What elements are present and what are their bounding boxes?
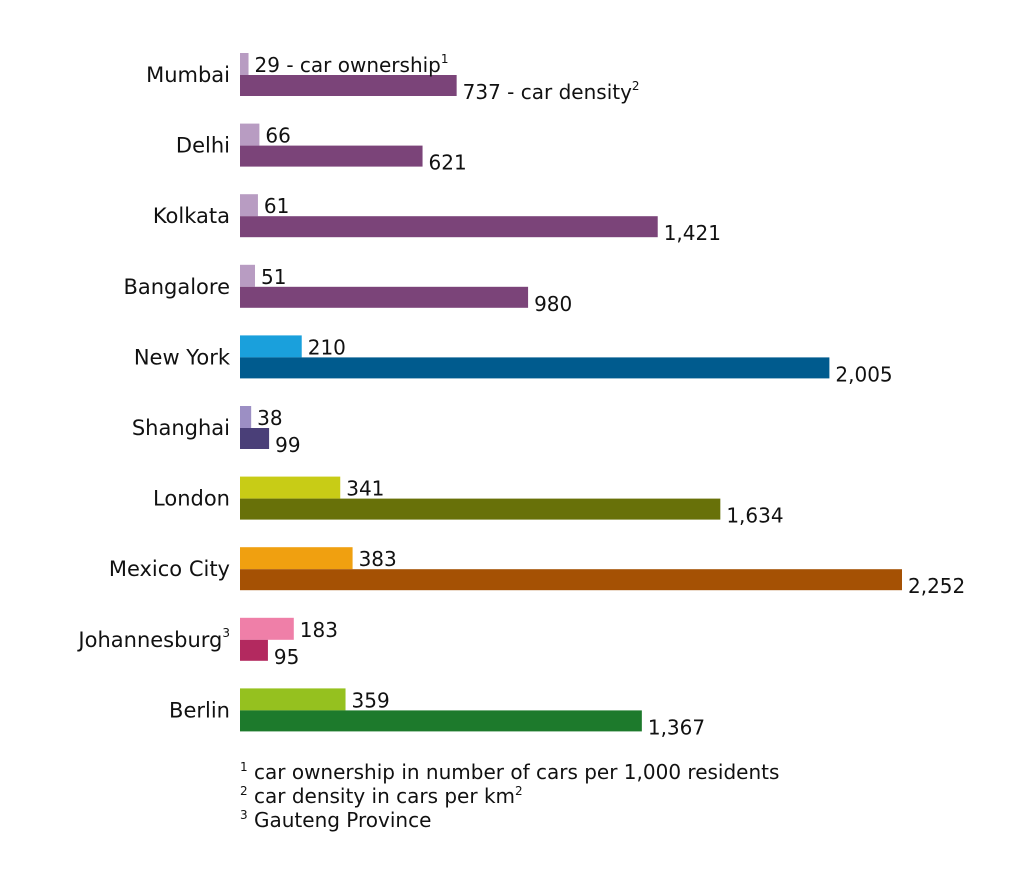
bar-ownership-berlin: [240, 688, 346, 711]
category-label-mexico-city: Mexico City: [109, 557, 230, 581]
value-label-density-london: 1,634: [726, 504, 783, 528]
category-label-berlin: Berlin: [169, 698, 230, 722]
bar-ownership-mexico-city: [240, 547, 353, 570]
value-label-ownership-shanghai: 38: [257, 406, 282, 430]
value-label-density-johannesburg: 95: [274, 645, 299, 669]
bar-ownership-delhi: [240, 123, 260, 146]
bar-ownership-london: [240, 476, 341, 499]
bar-density-mumbai: [240, 75, 457, 96]
value-label-density-berlin: 1,367: [648, 715, 705, 739]
bar-density-london: [240, 498, 721, 520]
value-label-ownership-johannesburg: 183: [300, 618, 338, 642]
value-label-ownership-mumbai: 29 - car ownership1: [255, 52, 449, 77]
footnote-3: 3 Gauteng Province: [240, 808, 779, 832]
bar-ownership-new-york: [240, 335, 302, 358]
value-label-ownership-mexico-city: 383: [359, 547, 397, 571]
footnote-1: 1 car ownership in number of cars per 1,…: [240, 760, 779, 784]
category-label-mumbai: Mumbai: [146, 63, 230, 87]
category-label-delhi: Delhi: [176, 134, 230, 158]
value-label-density-new-york: 2,005: [835, 362, 892, 386]
bar-density-berlin: [240, 710, 642, 732]
bar-density-new-york: [240, 357, 830, 379]
footnote-3-text: Gauteng Province: [254, 808, 432, 832]
category-label-shanghai: Shanghai: [132, 416, 230, 440]
row-berlin: Berlin 359 1,367: [169, 688, 705, 739]
footnote-2-ref: 2: [240, 784, 248, 798]
row-delhi: Delhi 66 621: [176, 123, 467, 175]
value-label-ownership-bangalore: 51: [261, 265, 286, 289]
bar-chart: Mumbai 29 - car ownership1 737 - car densi…: [76, 52, 965, 739]
bar-ownership-bangalore: [240, 264, 255, 287]
row-mumbai: Mumbai 29 - car ownership1 737 - car densi…: [146, 52, 639, 104]
value-label-density-kolkata: 1,421: [664, 221, 721, 245]
footnotes: 1 car ownership in number of cars per 1,…: [240, 760, 779, 832]
category-label-johannesburg: Johannesburg3: [76, 626, 230, 652]
value-label-density-mumbai: 737 - car density2: [463, 79, 640, 104]
category-label-bangalore: Bangalore: [123, 275, 230, 299]
value-label-density-delhi: 621: [429, 151, 467, 175]
value-label-ownership-delhi: 66: [265, 124, 290, 148]
bar-density-mexico-city: [240, 569, 902, 591]
footnote-2-text: car density in cars per km: [254, 784, 516, 808]
row-new-york: New York 210 2,005: [134, 335, 893, 386]
footnote-1-ref: 1: [240, 760, 248, 774]
row-mexico-city: Mexico City 383 2,252: [109, 547, 965, 598]
category-label-new-york: New York: [134, 345, 231, 369]
row-kolkata: Kolkata 61 1,421: [153, 194, 721, 245]
value-label-ownership-kolkata: 61: [264, 194, 289, 218]
category-label-kolkata: Kolkata: [153, 204, 230, 228]
value-label-ownership-berlin: 359: [352, 688, 390, 712]
footnote-2-unit-exponent: 2: [515, 784, 523, 798]
category-label-london: London: [153, 487, 230, 511]
bar-density-bangalore: [240, 286, 529, 308]
value-label-ownership-new-york: 210: [308, 335, 346, 359]
bar-ownership-kolkata: [240, 194, 258, 217]
bar-density-delhi: [240, 145, 423, 167]
bar-density-kolkata: [240, 216, 658, 238]
value-label-density-shanghai: 99: [275, 433, 300, 457]
bar-ownership-johannesburg: [240, 617, 294, 640]
bar-density-johannesburg: [240, 639, 268, 661]
value-label-density-bangalore: 980: [534, 292, 572, 316]
bar-ownership-shanghai: [240, 406, 252, 428]
bar-density-shanghai: [240, 428, 270, 449]
footnote-3-ref: 3: [240, 808, 248, 822]
value-label-ownership-london: 341: [346, 477, 384, 501]
row-london: London 341 1,634: [153, 476, 784, 528]
bar-ownership-mumbai: [240, 53, 249, 75]
value-label-density-mexico-city: 2,252: [908, 574, 965, 598]
row-shanghai: Shanghai 38 99: [132, 406, 301, 457]
row-bangalore: Bangalore 51 980: [123, 264, 572, 316]
footnote-1-text: car ownership in number of cars per 1,00…: [254, 760, 780, 784]
footnote-2: 2 car density in cars per km2: [240, 784, 779, 808]
